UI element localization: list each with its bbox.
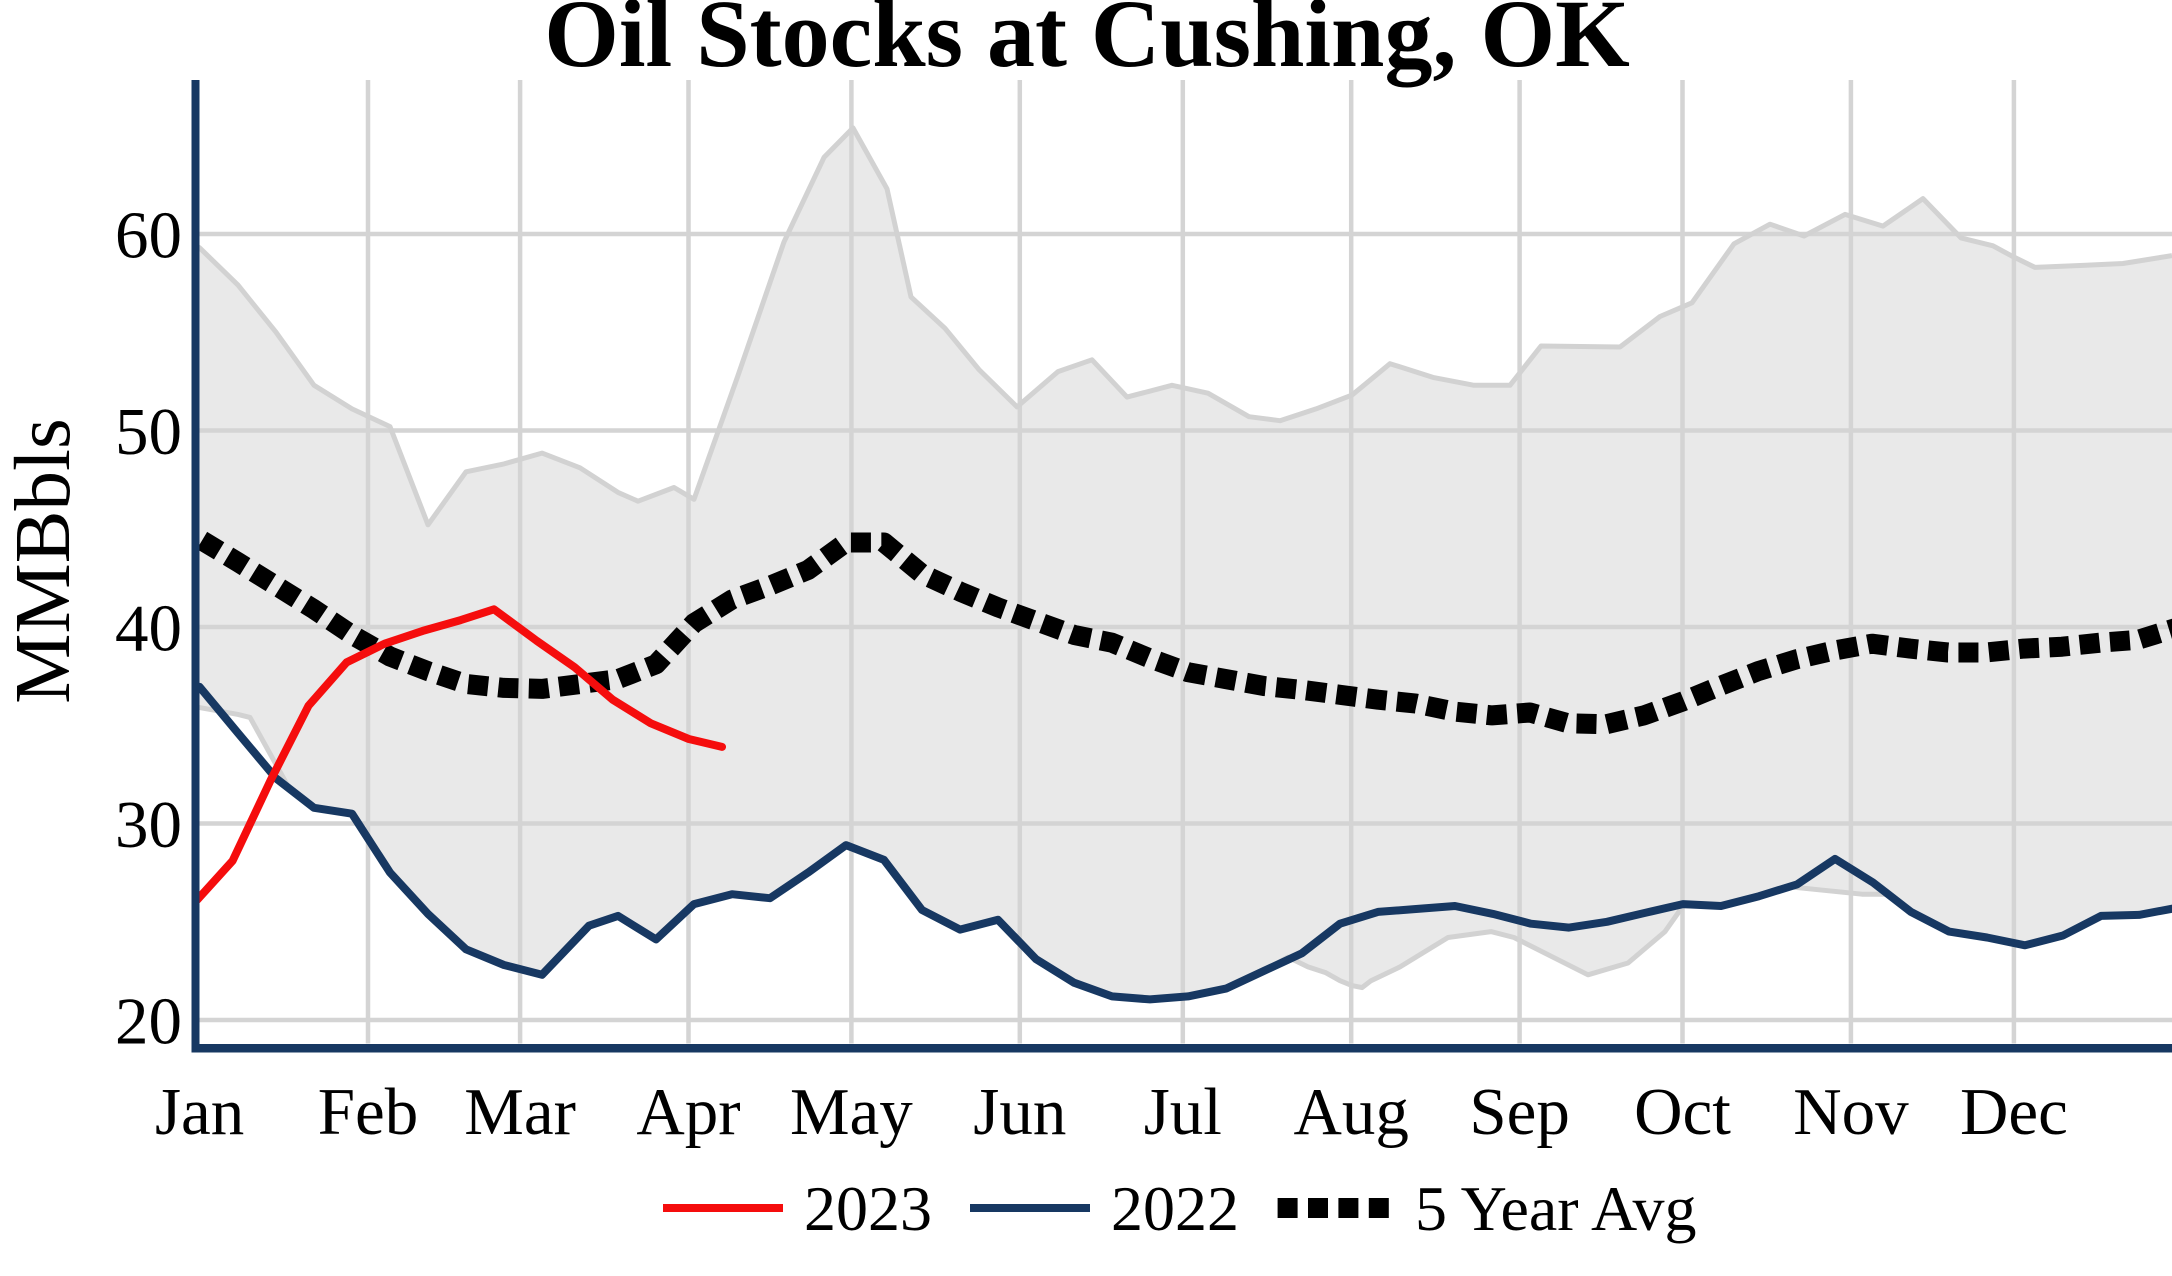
svg-text:MMBbls: MMBbls	[0, 418, 87, 703]
svg-text:60: 60	[115, 199, 182, 273]
svg-text:Oil Stocks at Cushing, OK: Oil Stocks at Cushing, OK	[544, 0, 1630, 87]
svg-text:Oct: Oct	[1634, 1075, 1731, 1149]
svg-text:Sep: Sep	[1469, 1075, 1570, 1149]
svg-text:Jun: Jun	[973, 1075, 1066, 1149]
svg-text:Feb: Feb	[318, 1075, 419, 1149]
svg-text:Aug: Aug	[1294, 1075, 1409, 1149]
svg-text:30: 30	[115, 788, 182, 862]
svg-text:20: 20	[115, 985, 182, 1059]
svg-text:5 Year Avg: 5 Year Avg	[1415, 1173, 1697, 1244]
svg-text:Dec: Dec	[1960, 1075, 2068, 1149]
svg-text:40: 40	[115, 592, 182, 666]
svg-text:Mar: Mar	[464, 1075, 576, 1149]
svg-text:50: 50	[115, 395, 182, 469]
svg-text:Nov: Nov	[1793, 1075, 1909, 1149]
svg-text:Jul: Jul	[1144, 1075, 1222, 1149]
svg-text:May: May	[790, 1075, 913, 1149]
svg-text:Apr: Apr	[636, 1075, 740, 1149]
svg-text:2023: 2023	[804, 1173, 932, 1244]
svg-text:Jan: Jan	[155, 1075, 244, 1149]
svg-text:2022: 2022	[1111, 1173, 1239, 1244]
